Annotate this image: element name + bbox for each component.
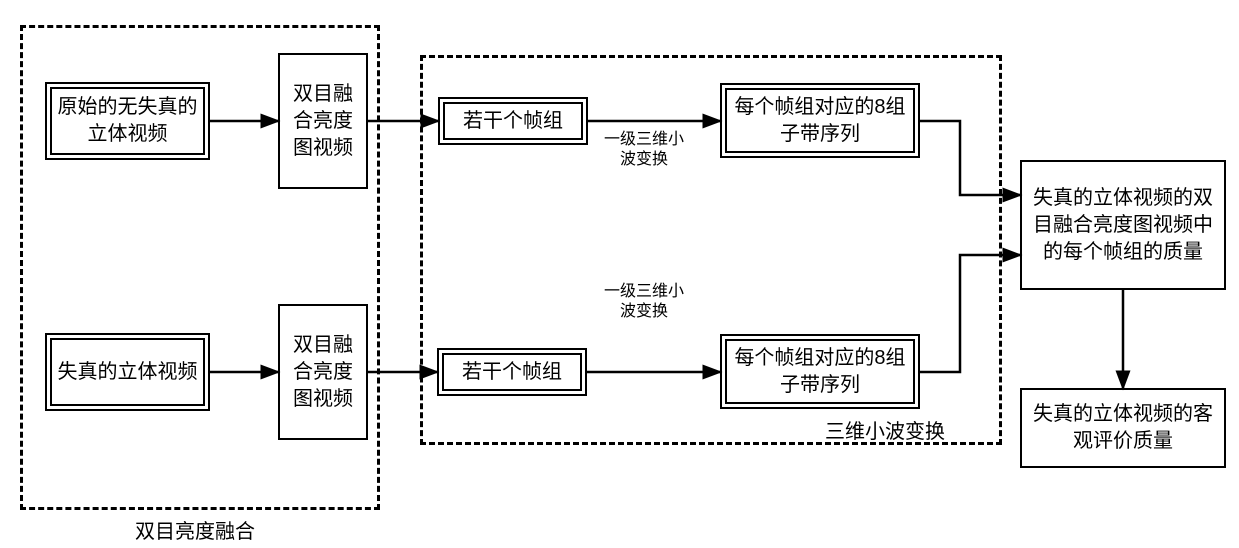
node-original-video-text: 原始的无失真的立体视频 (53, 94, 202, 148)
label-wavelet-bot: 一级三维小波变换 (604, 282, 684, 322)
dashbox-wavelet-label: 三维小波变换 (825, 415, 945, 444)
label-wavelet-top: 一级三维小波变换 (604, 130, 684, 170)
node-objective-quality-text: 失真的立体视频的客观评价质量 (1028, 401, 1218, 455)
node-fusion-top-text: 双目融合亮度图视频 (286, 81, 360, 162)
node-frames-top: 若干个帧组 (438, 97, 588, 145)
node-subband-bot: 每个帧组对应的8组子带序列 (720, 334, 920, 409)
node-subband-top: 每个帧组对应的8组子带序列 (720, 83, 920, 158)
node-frames-bot-text: 若干个帧组 (462, 359, 562, 386)
node-original-video: 原始的无失真的立体视频 (45, 82, 210, 160)
node-objective-quality: 失真的立体视频的客观评价质量 (1020, 388, 1226, 468)
node-frames-bot: 若干个帧组 (437, 348, 587, 396)
node-fusion-bot-text: 双目融合亮度图视频 (286, 332, 360, 413)
node-frames-top-text: 若干个帧组 (463, 108, 563, 135)
node-distorted-video: 失真的立体视频 (45, 333, 210, 411)
node-subband-top-text: 每个帧组对应的8组子带序列 (728, 94, 912, 148)
node-frame-quality-text: 失真的立体视频的双目融合亮度图视频中的每个帧组的质量 (1028, 185, 1218, 266)
dashbox-fusion-label: 双目亮度融合 (135, 515, 255, 544)
node-fusion-top: 双目融合亮度图视频 (278, 53, 368, 189)
node-distorted-video-text: 失真的立体视频 (58, 359, 198, 386)
node-subband-bot-text: 每个帧组对应的8组子带序列 (728, 345, 912, 399)
node-frame-quality: 失真的立体视频的双目融合亮度图视频中的每个帧组的质量 (1020, 160, 1226, 290)
node-fusion-bot: 双目融合亮度图视频 (278, 304, 368, 440)
